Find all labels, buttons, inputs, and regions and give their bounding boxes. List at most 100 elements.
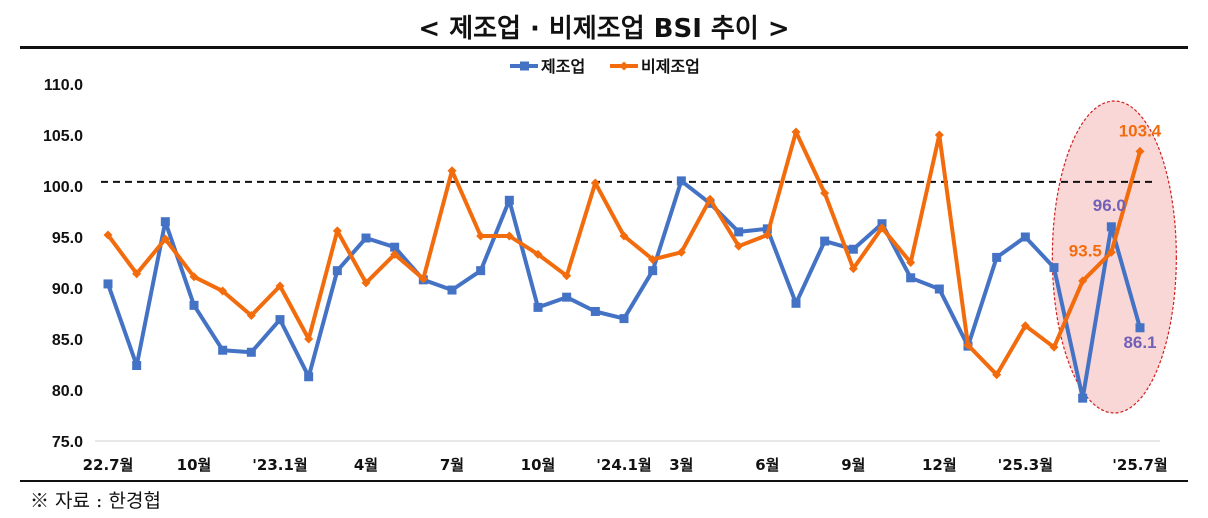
data-point-non-manufacturing [734, 241, 744, 251]
y-tick-label: 100.0 [43, 179, 83, 196]
data-point-non-manufacturing [934, 130, 944, 140]
data-label: 93.5 [1069, 241, 1102, 260]
data-point-manufacturing [562, 292, 572, 302]
data-point-manufacturing [619, 314, 629, 324]
data-point-non-manufacturing [1049, 342, 1059, 352]
data-point-non-manufacturing [218, 286, 228, 296]
data-point-non-manufacturing [390, 249, 400, 259]
data-point-manufacturing [676, 176, 686, 186]
x-tick-label: 10월 [177, 456, 212, 474]
data-point-non-manufacturing [648, 254, 658, 264]
data-point-non-manufacturing [590, 178, 600, 188]
data-label: 96.0 [1093, 196, 1126, 215]
data-point-manufacturing [246, 347, 256, 357]
data-point-manufacturing [504, 195, 514, 205]
data-point-non-manufacturing [619, 231, 629, 241]
data-point-non-manufacturing [791, 127, 801, 137]
data-point-manufacturing [848, 244, 858, 254]
data-point-manufacturing [1049, 263, 1059, 273]
data-point-non-manufacturing [533, 249, 543, 259]
x-tick-label: 10월 [521, 456, 556, 474]
y-tick-label: 105.0 [43, 128, 83, 145]
data-point-non-manufacturing [762, 230, 772, 240]
data-point-non-manufacturing [476, 231, 486, 241]
data-point-manufacturing [160, 217, 170, 227]
data-point-non-manufacturing [160, 234, 170, 244]
data-point-manufacturing [734, 227, 744, 237]
y-tick-label: 80.0 [52, 383, 83, 400]
data-point-manufacturing [533, 302, 543, 312]
data-point-manufacturing [791, 298, 801, 308]
data-point-non-manufacturing [562, 271, 572, 281]
x-tick-label: 7월 [440, 456, 464, 474]
data-point-manufacturing [590, 306, 600, 316]
data-point-manufacturing [1078, 393, 1088, 403]
data-point-non-manufacturing [189, 272, 199, 282]
x-tick-label: '23.1월 [252, 456, 307, 474]
highlight-ellipse [1051, 100, 1177, 414]
legend-label-non-manufacturing: 비제조업 [641, 57, 700, 76]
x-tick-label: 22.7월 [83, 456, 134, 474]
chart-title: < 제조업 · 비제조업 BSI 추이 > [418, 14, 790, 44]
data-point-non-manufacturing [1078, 276, 1088, 286]
data-point-manufacturing [304, 372, 314, 382]
data-point-non-manufacturing [705, 194, 715, 204]
data-point-non-manufacturing [1106, 247, 1116, 257]
data-point-non-manufacturing [906, 258, 916, 267]
data-point-manufacturing [390, 242, 400, 252]
data-point-non-manufacturing [992, 370, 1002, 380]
data-point-non-manufacturing [1135, 146, 1145, 156]
x-tick-label: '24.1월 [596, 456, 651, 474]
x-tick-label: 9월 [841, 456, 865, 474]
data-point-manufacturing [1106, 222, 1116, 232]
data-point-manufacturing [1135, 323, 1145, 333]
source-note: ※ 자료 : 한경협 [30, 490, 161, 512]
y-tick-label: 110.0 [44, 77, 83, 94]
data-point-non-manufacturing [275, 281, 285, 291]
data-point-non-manufacturing [246, 311, 256, 321]
data-point-non-manufacturing [848, 264, 858, 274]
data-point-non-manufacturing [676, 247, 686, 257]
x-tick-label: 12월 [922, 456, 957, 474]
data-point-manufacturing [992, 252, 1002, 262]
data-point-non-manufacturing [361, 278, 371, 288]
data-point-manufacturing [476, 266, 486, 276]
data-point-non-manufacturing [332, 226, 342, 236]
x-tick-label: '25.3월 [998, 456, 1053, 474]
data-point-manufacturing [1020, 232, 1030, 242]
data-point-non-manufacturing [1020, 321, 1030, 331]
data-point-non-manufacturing [504, 231, 514, 241]
data-label: 103.4 [1119, 121, 1162, 140]
x-tick-label: 6월 [755, 456, 779, 474]
data-point-manufacturing [447, 285, 457, 295]
x-tick-label: 4월 [354, 456, 378, 474]
data-point-non-manufacturing [418, 274, 428, 284]
data-point-manufacturing [132, 361, 142, 371]
data-point-manufacturing [820, 236, 830, 246]
data-point-manufacturing [189, 300, 199, 310]
y-tick-label: 95.0 [52, 230, 83, 247]
data-point-manufacturing [906, 273, 916, 283]
data-point-non-manufacturing [963, 340, 973, 350]
legend-marker-non-manufacturing [619, 61, 629, 71]
bsi-line-chart: 110.0 105.0 100.0 95.0 90.0 85.0 80.0 75.022.7월… [43, 57, 1177, 474]
data-point-manufacturing [332, 266, 342, 276]
legend-marker-manufacturing [520, 61, 529, 71]
data-point-manufacturing [648, 266, 658, 276]
data-point-non-manufacturing [132, 269, 142, 279]
data-point-manufacturing [103, 279, 113, 289]
title-divider [20, 46, 1188, 49]
x-tick-label: 3월 [669, 456, 693, 474]
data-point-non-manufacturing [304, 334, 314, 344]
x-tick-label: '25.7월 [1112, 456, 1167, 474]
data-point-manufacturing [218, 345, 228, 355]
y-tick-label: 75.0 [52, 434, 83, 451]
data-label: 86.1 [1123, 333, 1156, 352]
footer-divider [20, 480, 1188, 482]
data-point-manufacturing [934, 284, 944, 294]
data-point-non-manufacturing [103, 230, 113, 240]
y-tick-label: 85.0 [52, 332, 83, 349]
data-point-manufacturing [275, 315, 285, 325]
y-tick-label: 90.0 [52, 281, 83, 298]
data-point-non-manufacturing [447, 166, 457, 176]
